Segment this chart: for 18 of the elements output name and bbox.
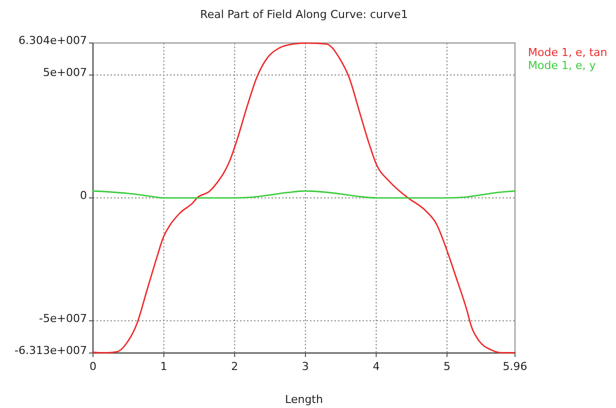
y-tick-label: 6.304e+007 bbox=[18, 34, 87, 48]
x-tick-label: 1 bbox=[160, 360, 168, 373]
x-tick-label: 3 bbox=[302, 360, 309, 373]
line-series bbox=[92, 190, 516, 199]
x-tick-label: 2 bbox=[231, 360, 238, 373]
text: Mode 1, e, tan bbox=[528, 46, 608, 59]
text: Mode 1, e, y bbox=[528, 59, 596, 72]
x-axis-title: Length bbox=[285, 393, 323, 406]
x-tick-label: 0 bbox=[90, 360, 96, 373]
y-tick-label: 0 bbox=[80, 188, 87, 202]
y-tick-label: -6.313e+007 bbox=[14, 344, 87, 358]
x-tick-label: 5 bbox=[444, 360, 451, 373]
x-tick-label: 4 bbox=[372, 360, 380, 373]
y-tick-label: -5e+007 bbox=[39, 312, 87, 325]
y-tick-label: 5e+007 bbox=[43, 66, 87, 80]
x-tick-label: 5.96 bbox=[502, 360, 528, 373]
line-series bbox=[92, 42, 516, 354]
chart-title: Real Part of Field Along Curve: curve1 bbox=[200, 8, 408, 21]
